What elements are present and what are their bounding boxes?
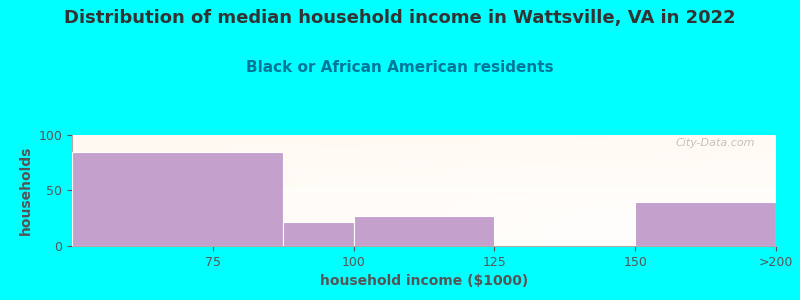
Bar — [283, 222, 354, 246]
X-axis label: household income ($1000): household income ($1000) — [320, 274, 528, 288]
Text: Distribution of median household income in Wattsville, VA in 2022: Distribution of median household income … — [64, 9, 736, 27]
Y-axis label: households: households — [19, 146, 33, 235]
Bar — [635, 202, 776, 246]
Text: City-Data.com: City-Data.com — [675, 138, 755, 148]
Text: Black or African American residents: Black or African American residents — [246, 60, 554, 75]
Bar — [72, 152, 283, 246]
Bar — [354, 216, 494, 246]
